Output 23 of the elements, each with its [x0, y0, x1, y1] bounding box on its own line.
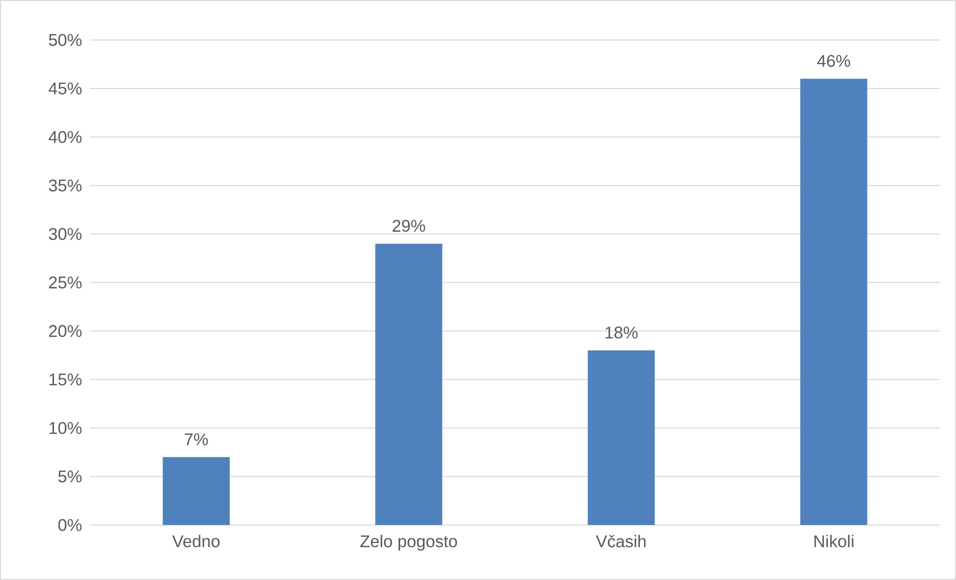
data-label: 7% [184, 433, 208, 446]
y-tick-label: 0% [58, 519, 82, 531]
y-tick-label: 15% [50, 374, 82, 386]
x-tick-label: Vedno [172, 534, 220, 548]
bar [588, 350, 655, 525]
bar [375, 244, 442, 525]
y-tick-label: 25% [49, 276, 82, 288]
y-tick-label: 40% [48, 131, 82, 143]
y-tick-label: 50% [48, 34, 82, 46]
x-tick-label: Zelo pogosto [360, 534, 457, 551]
data-label: 29% [392, 220, 426, 232]
bar [162, 457, 230, 525]
y-tick-label: 20% [49, 325, 82, 337]
y-tick-label: 35% [48, 180, 82, 192]
x-tick-label: Včasih [596, 534, 646, 548]
x-tick-label: Nikoli [814, 534, 854, 548]
bar [800, 78, 868, 525]
y-tick-label: 30% [48, 228, 82, 240]
data-label: 46% [817, 54, 850, 67]
data-label: 18% [606, 326, 638, 339]
y-tick-label: 10% [50, 422, 82, 434]
y-tick-label: 5% [58, 470, 82, 482]
y-tick-label: 45% [48, 82, 82, 94]
